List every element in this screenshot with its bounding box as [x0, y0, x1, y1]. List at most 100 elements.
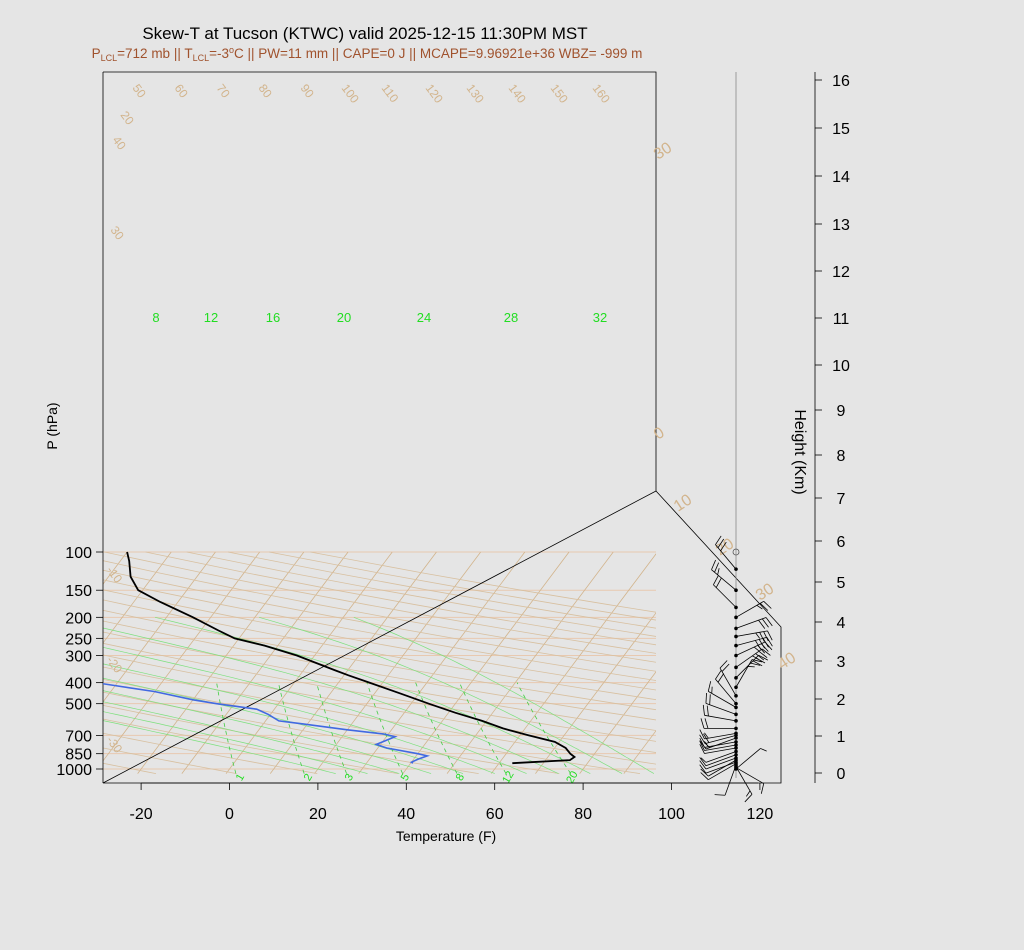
wind-barb-flag	[714, 562, 720, 573]
dry-adiabat	[103, 642, 656, 742]
wind-barb-flag	[705, 692, 707, 704]
wind-barb-staff	[704, 714, 737, 722]
wind-barb-staff	[735, 641, 766, 656]
wind-barb-flag	[702, 704, 705, 716]
wind-barb-flag	[749, 662, 761, 666]
wind-barb-staff	[705, 751, 737, 763]
mixing-ratio-top-label: 8	[152, 310, 159, 325]
chart-subtitle: PLCL=712 mb || TLCL=-3oC || PW=11 mm || …	[92, 45, 643, 63]
wind-barb-flag	[699, 760, 707, 770]
t-lcl-value: =-3	[209, 46, 229, 61]
p-lcl-value: =712 mb	[117, 46, 170, 61]
dry-adiabat	[103, 666, 656, 765]
isotherm-line	[314, 551, 481, 774]
x-tick-label: 120	[747, 806, 774, 823]
wind-barb-staff	[704, 741, 737, 748]
height-tick-label: 3	[837, 654, 846, 671]
plot-area	[103, 72, 656, 783]
wind-barb-staff	[735, 617, 767, 629]
wind-barb-flag	[745, 790, 751, 797]
temperature-profile	[126, 551, 577, 765]
height-tick-label: 10	[832, 358, 850, 375]
dry-adiabat	[103, 599, 656, 701]
wind-barb-staff	[704, 734, 737, 745]
mixing-ratio-bottom-label: 2	[302, 772, 315, 783]
wind-barb-staff	[713, 584, 737, 608]
height-tick-label: 5	[837, 575, 846, 592]
height-axis-label: Height (Km)	[791, 409, 808, 494]
wind-barb-flag	[763, 601, 772, 609]
wind-barb-staff	[719, 667, 737, 697]
isotherm-label-c: 40	[775, 649, 799, 673]
p-tick-label: 1000	[56, 762, 92, 779]
wind-barb-staff	[705, 754, 737, 767]
mixing-ratio-top-label: 24	[417, 310, 431, 325]
p-tick-label: 850	[65, 747, 92, 764]
plot-border-top	[103, 71, 657, 491]
wind-barb-flag	[699, 741, 705, 751]
isotherm-line	[0, 552, 39, 774]
wind-barb-flag	[752, 655, 759, 660]
dry-adiabat	[104, 551, 656, 654]
x-tick-label: 60	[486, 806, 504, 823]
t-lcl-unit: C	[234, 46, 244, 61]
t-lcl-symbol: T	[184, 46, 192, 61]
wind-barb-staff	[735, 630, 768, 637]
wind-barb-flag	[700, 718, 705, 729]
mixing-ratio-bottom-label: 1	[234, 772, 247, 783]
wind-barb-flag	[758, 654, 769, 661]
isotherm-line	[623, 730, 656, 774]
mixing-ratio-bottom-label: 3	[343, 772, 356, 783]
p-tick-label: 200	[65, 610, 92, 627]
p-tick-label: 700	[65, 728, 92, 745]
profiles-layer	[103, 551, 577, 765]
height-tick-label: 6	[837, 534, 846, 551]
wind-barb-flag	[711, 559, 716, 570]
plot-outline	[102, 71, 782, 784]
wind-barb-flag	[715, 670, 722, 680]
x-axis-label: Temperature (F)	[396, 828, 496, 844]
wind-barb-flag	[700, 768, 709, 777]
wind-barb-flag	[720, 541, 727, 552]
dry-adiabat	[103, 569, 656, 672]
wind-barb-flag	[767, 630, 773, 641]
plot-border-lower	[102, 490, 782, 784]
mixing-ratio-top-label: 28	[504, 310, 518, 325]
mixing-ratio-bottom-label: 20	[564, 769, 581, 786]
wind-barb-flag	[755, 632, 761, 639]
p-tick-label: 300	[65, 649, 92, 666]
wind-barb-flag	[759, 632, 765, 642]
height-tick-label: 15	[832, 121, 850, 138]
x-tick-label: -20	[130, 806, 153, 823]
wind-barb-staff	[735, 767, 764, 784]
p-tick-label: 400	[65, 676, 92, 693]
wind-barb-flag	[717, 538, 725, 548]
height-tick-label: 16	[832, 73, 850, 90]
wind-barb-flag	[715, 535, 722, 545]
wind-barb-staff	[735, 600, 764, 618]
wind-barb-flag	[756, 604, 763, 610]
wind-barb-staff	[708, 691, 737, 708]
wind-barb-flag	[715, 578, 722, 588]
mixing-ratio-top-label: 12	[204, 310, 218, 325]
mixing-ratio-line	[278, 682, 305, 774]
isotherm-line	[801, 552, 967, 774]
wind-barb-flag	[707, 681, 712, 692]
moist-adiabat	[103, 677, 464, 774]
wind-barb-staff	[705, 761, 737, 774]
wind-barb-flag	[719, 660, 728, 669]
wind-barb-flag	[700, 772, 709, 780]
isotherm-line	[579, 671, 656, 774]
height-tick-label: 13	[832, 217, 850, 234]
wind-barb-flag	[744, 794, 753, 803]
wind-barb-staff	[705, 737, 737, 750]
isotherm-line	[535, 612, 656, 774]
wind-barb-flag	[704, 718, 709, 729]
wind-barb-flag	[706, 705, 709, 717]
mixing-ratio-bottom-label: 12	[500, 769, 517, 786]
wind-barb-flag	[760, 783, 765, 794]
wind-barb-staff	[735, 748, 761, 770]
dry-adiabat	[103, 589, 656, 691]
height-tick-label: 8	[837, 448, 846, 465]
mixing-ratio-line	[459, 682, 507, 774]
